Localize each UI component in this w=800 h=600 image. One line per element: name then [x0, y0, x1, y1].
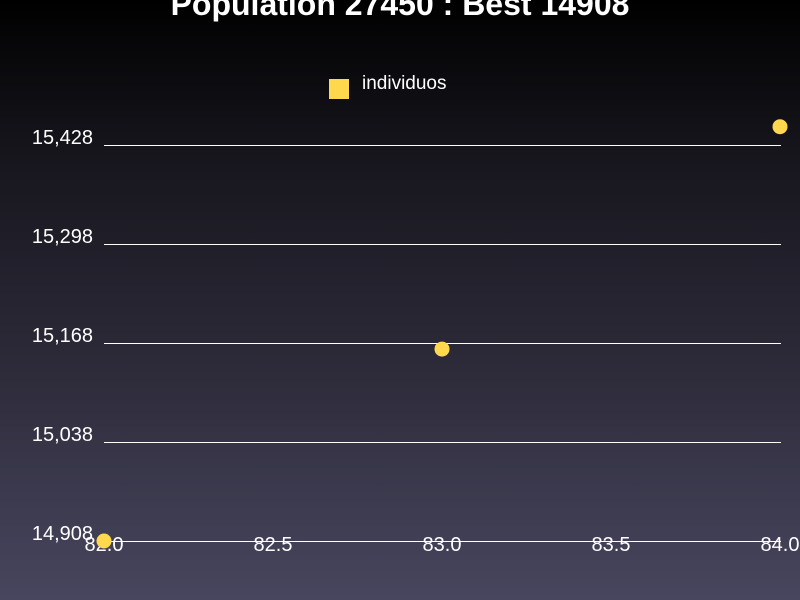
chart-title: Population 27450 : Best 14908 — [170, 0, 630, 22]
y-tick-label: 15,428 — [32, 127, 93, 149]
y-axis-tick-labels: 14,908 15,038 15,168 15,298 15,428 — [32, 127, 93, 545]
data-point — [772, 119, 788, 135]
x-axis-tick-labels: 82.082.583.083.584.0 — [85, 534, 800, 556]
x-tick-label: 82.5 — [254, 534, 293, 556]
y-tick-label: 14,908 — [32, 523, 93, 545]
legend-swatch — [329, 79, 349, 99]
legend: individuos — [329, 73, 447, 99]
x-tick-label: 83.0 — [423, 534, 462, 556]
legend-label: individuos — [362, 73, 447, 94]
y-tick-label: 15,038 — [32, 424, 93, 446]
data-point — [434, 341, 450, 357]
x-tick-label: 83.5 — [592, 534, 631, 556]
y-tick-label: 15,298 — [32, 226, 93, 248]
series-points — [96, 119, 788, 549]
data-point — [96, 533, 112, 549]
x-tick-label: 84.0 — [761, 534, 800, 556]
y-tick-label: 15,168 — [32, 325, 93, 347]
